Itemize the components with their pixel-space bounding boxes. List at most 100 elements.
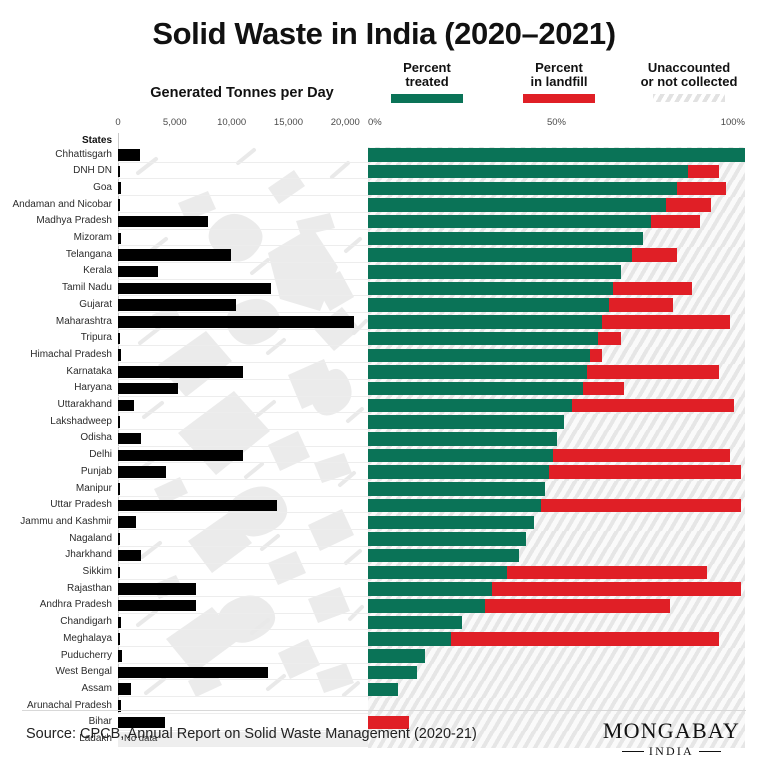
generated-tonnes-track xyxy=(118,230,368,247)
chart-row[interactable]: Andhra Pradesh xyxy=(0,597,768,615)
generated-tonnes-track xyxy=(118,330,368,347)
chart-row[interactable]: Telangana xyxy=(0,246,768,264)
chart-row[interactable]: Odisha xyxy=(0,430,768,448)
segment-percent-treated xyxy=(368,599,485,613)
generated-tonnes-bar xyxy=(118,249,231,261)
chart-row[interactable]: Assam xyxy=(0,680,768,698)
chart-row[interactable]: Maharashtra xyxy=(0,313,768,331)
generated-tonnes-track xyxy=(118,197,368,214)
generated-tonnes-bar xyxy=(118,265,158,278)
segment-percent-in-landfill xyxy=(609,298,674,312)
chart-row[interactable]: Lakshadweep xyxy=(0,413,768,431)
state-label: Mizoram xyxy=(73,232,112,244)
chart-row[interactable]: Bihar xyxy=(0,714,768,732)
chart-row[interactable]: Karnataka xyxy=(0,363,768,381)
right-axis-tick: 0% xyxy=(368,116,382,128)
state-label: Karnataka xyxy=(66,365,112,377)
generated-tonnes-bar xyxy=(118,432,141,445)
chart-row[interactable]: Uttarakhand xyxy=(0,397,768,414)
waste-share-track xyxy=(368,146,745,164)
segment-percent-treated xyxy=(368,381,583,396)
chart-row[interactable]: Ladakh No data xyxy=(0,731,768,748)
chart-row[interactable]: Punjab xyxy=(0,463,768,481)
left-chart-heading: Generated Tonnes per Day xyxy=(150,84,334,101)
chart-row[interactable]: DNH DN xyxy=(0,163,768,180)
waste-share-track xyxy=(368,296,745,314)
mongabay-logo: MONGABAY INDIA xyxy=(603,720,740,758)
state-label: West Bengal xyxy=(55,666,112,678)
waste-share-track xyxy=(368,614,745,631)
chart-row[interactable]: Madhya Pradesh xyxy=(0,213,768,231)
chart-row[interactable]: West Bengal xyxy=(0,664,768,681)
generated-tonnes-track xyxy=(118,531,368,548)
chart-row[interactable]: Andaman and Nicobar xyxy=(0,196,768,214)
segment-percent-in-landfill xyxy=(688,164,719,179)
chart-row[interactable]: Manipur xyxy=(0,480,768,498)
state-label: Rajasthan xyxy=(66,582,112,594)
chart-row[interactable]: Tamil Nadu xyxy=(0,280,768,297)
generated-tonnes-track xyxy=(118,631,368,648)
chart-row[interactable]: Delhi xyxy=(0,447,768,464)
chart-row[interactable]: Jharkhand xyxy=(0,547,768,565)
segment-percent-in-landfill xyxy=(541,498,742,513)
generated-tonnes-bar xyxy=(118,549,141,562)
generated-tonnes-bar xyxy=(118,483,121,495)
state-label: Sikkim xyxy=(82,566,112,578)
segment-percent-treated xyxy=(368,365,587,379)
chart-row[interactable]: Nagaland xyxy=(0,530,768,548)
segment-percent-treated xyxy=(368,415,565,429)
chart-row[interactable]: Tripura xyxy=(0,330,768,347)
generated-tonnes-track xyxy=(118,648,368,665)
generated-tonnes-bar xyxy=(118,666,268,679)
segment-percent-in-landfill xyxy=(597,331,621,346)
legend-landfill-line2: in landfill xyxy=(530,74,588,90)
waste-share-track xyxy=(368,497,745,514)
segment-percent-treated xyxy=(368,148,745,162)
chart-row[interactable]: Goa xyxy=(0,179,768,197)
generated-tonnes-track xyxy=(118,464,368,481)
state-label: Jharkhand xyxy=(65,549,112,561)
state-label: Gujarat xyxy=(79,298,112,310)
chart-row[interactable]: Chhattisgarh xyxy=(0,146,768,164)
chart-area: States Chhattisgarh DNH DN Goa Andaman and N… xyxy=(0,132,768,748)
state-label: Himachal Pradesh xyxy=(30,348,112,360)
legend-item-landfill: Percent in landfill xyxy=(515,60,603,103)
segment-percent-in-landfill xyxy=(552,448,730,463)
generated-tonnes-bar xyxy=(118,299,237,311)
generated-tonnes-bar xyxy=(118,199,120,211)
left-axis-tick: 10,000 xyxy=(217,116,247,128)
segment-percent-treated xyxy=(368,164,689,179)
state-label: Haryana xyxy=(74,382,112,394)
generated-tonnes-track xyxy=(118,314,368,331)
generated-tonnes-bar xyxy=(118,499,278,512)
segment-percent-in-landfill xyxy=(665,198,712,212)
segment-percent-treated xyxy=(368,198,666,212)
chart-row[interactable]: Jammu and Kashmir xyxy=(0,513,768,531)
generated-tonnes-track xyxy=(118,698,368,715)
chart-row[interactable]: Meghalaya xyxy=(0,630,768,648)
chart-row[interactable]: Mizoram xyxy=(0,230,768,247)
chart-row[interactable]: Puducherry xyxy=(0,647,768,665)
chart-row[interactable]: Haryana xyxy=(0,380,768,398)
chart-row[interactable]: Sikkim xyxy=(0,564,768,581)
chart-row[interactable]: Uttar Pradesh xyxy=(0,497,768,514)
states-column-header: States xyxy=(81,134,112,146)
chart-row[interactable]: Chandigarh xyxy=(0,614,768,631)
chart-row[interactable]: Kerala xyxy=(0,263,768,281)
segment-percent-in-landfill xyxy=(590,348,602,363)
logo-rule-right xyxy=(698,750,721,752)
generated-tonnes-track xyxy=(118,147,368,164)
generated-tonnes-bar xyxy=(118,215,208,228)
generated-tonnes-track xyxy=(118,497,368,514)
state-label: Nagaland xyxy=(69,532,112,544)
logo-rule-left xyxy=(621,750,644,752)
source-note: Source: CPCB, Annual Report on Solid Was… xyxy=(26,726,477,742)
segment-percent-treated xyxy=(368,498,542,513)
waste-share-track xyxy=(368,246,745,264)
chart-row[interactable]: Himachal Pradesh xyxy=(0,346,768,364)
chart-row[interactable]: Gujarat xyxy=(0,296,768,314)
chart-row[interactable]: Rajasthan xyxy=(0,580,768,598)
waste-share-track xyxy=(368,597,745,615)
axis-tick-row: 0 5,000 10,000 15,000 20,000 0% 50% 100% xyxy=(0,117,768,133)
generated-tonnes-bar xyxy=(118,633,120,645)
